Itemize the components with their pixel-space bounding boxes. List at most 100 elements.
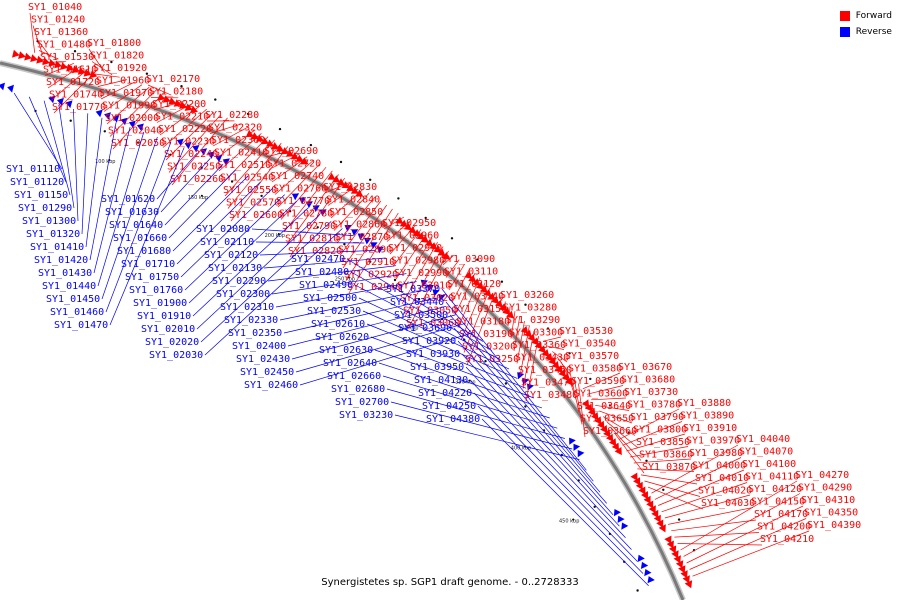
forward-leader-line	[591, 397, 627, 401]
reverse-gene-arrow	[104, 112, 111, 120]
reverse-leader-line	[176, 181, 261, 265]
forward-leader-line	[277, 163, 321, 208]
reverse-leader-line	[362, 310, 518, 379]
reverse-gene-arrow	[222, 158, 230, 166]
forward-leader-line	[560, 361, 574, 388]
reverse-leader-line	[13, 92, 63, 170]
forward-gene-label: SY1_04100	[742, 459, 796, 470]
forward-leader-line	[556, 356, 571, 375]
reverse-gene-arrow	[613, 509, 621, 517]
forward-leader-line	[595, 404, 630, 411]
forward-gene-arrow	[641, 491, 648, 500]
reverse-gene-arrow	[95, 109, 103, 118]
reverse-leader-line	[259, 250, 376, 256]
forward-gene-arrow	[271, 142, 280, 150]
forward-leader-line	[392, 229, 422, 267]
forward-gene-label: SY1_02890	[338, 245, 392, 256]
forward-gene-arrow	[630, 472, 638, 481]
forward-gene-arrow	[433, 245, 442, 253]
reverse-gene-arrow	[647, 576, 655, 584]
feature-marker	[103, 130, 107, 133]
backbone-line	[0, 61, 685, 600]
forward-gene-label: SY1_02760	[273, 184, 327, 195]
forward-gene-label: SY1_02780	[279, 209, 333, 220]
scale-tick-label: 450 kbp	[559, 519, 579, 525]
forward-gene-label: SY1_01800	[87, 38, 141, 49]
reverse-leader-line	[394, 414, 580, 460]
forward-gene-label: SY1_04010	[695, 473, 749, 484]
forward-gene-label: SY1_01920	[93, 63, 147, 74]
forward-leader-line	[268, 152, 301, 170]
reverse-leader-line	[28, 96, 67, 183]
forward-gene-arrow	[54, 60, 62, 69]
reverse-leader-line	[192, 207, 309, 317]
forward-leader-line	[516, 320, 525, 364]
forward-gene-arrow	[24, 52, 32, 61]
forward-leader-line	[578, 383, 586, 438]
genome-backbone	[0, 60, 686, 600]
feature-marker	[546, 327, 550, 330]
forward-gene-arrow	[464, 271, 473, 279]
forward-leader-line	[692, 530, 810, 577]
forward-leader-line	[91, 61, 113, 76]
forward-gene-label: SY1_01040	[28, 2, 82, 13]
forward-gene-arrow	[48, 58, 56, 67]
forward-leader-line	[147, 84, 172, 96]
forward-gene-label: SY1_03590	[571, 376, 625, 387]
reverse-leader-line	[358, 297, 510, 370]
forward-gene-label: SY1_04030	[701, 498, 755, 509]
forward-leader-line	[654, 457, 742, 500]
forward-gene-arrow	[666, 540, 674, 549]
forward-gene-label: SY1_02570	[226, 198, 280, 209]
forward-leader-line	[398, 237, 433, 292]
reverse-gene-label: SY1_03950	[410, 362, 464, 373]
forward-gene-arrow	[608, 438, 617, 447]
forward-gene-arrow	[648, 505, 656, 514]
forward-leader-line	[513, 316, 521, 352]
forward-gene-label: SY1_03360	[512, 340, 566, 351]
scale-tick-label: 250 kbp	[335, 277, 355, 283]
reverse-gene-arrow	[192, 145, 200, 153]
forward-leader-line	[286, 174, 339, 245]
forward-gene-arrow	[495, 299, 503, 308]
forward-gene-label: SY1_01240	[31, 15, 85, 26]
forward-gene-label: SY1_02970	[388, 243, 442, 254]
forward-gene-label: SY1_02200	[152, 99, 206, 110]
forward-gene-label: SY1_02040	[108, 126, 162, 137]
forward-gene-label: SY1_03110	[444, 267, 498, 278]
forward-gene-arrow	[635, 481, 643, 490]
forward-leader-line	[94, 73, 120, 78]
reverse-gene-label: SY1_02680	[331, 384, 385, 395]
forward-leader-line	[342, 204, 387, 269]
map-caption: Synergistetes sp. SGP1 draft genome. - 0…	[321, 577, 579, 588]
forward-gene-label: SY1_03600	[574, 389, 628, 400]
reverse-gene-arrow	[438, 294, 446, 302]
reverse-gene-label: SY1_02430	[236, 354, 290, 365]
forward-leader-line	[348, 212, 399, 294]
reverse-leader-line	[279, 289, 427, 321]
forward-gene-label: SY1_02920	[344, 270, 398, 281]
reverse-gene-label: SY1_02330	[224, 315, 278, 326]
reverse-gene-arrow	[370, 242, 378, 249]
forward-gene-arrow	[506, 310, 514, 319]
forward-gene-label: SY1_04020	[698, 486, 752, 497]
forward-gene-label: SY1_04200	[757, 522, 811, 533]
forward-gene-label: SY1_03280	[503, 303, 557, 314]
forward-gene-arrow	[395, 216, 404, 224]
forward-leader-line	[618, 408, 680, 440]
forward-gene-label: SY1_02770	[276, 196, 330, 207]
reverse-leader-line	[73, 108, 79, 222]
forward-leader-line	[661, 482, 748, 513]
forward-gene-arrow	[300, 157, 309, 165]
legend-item-reverse: Reverse	[839, 24, 892, 40]
forward-gene-label: SY1_03540	[562, 339, 616, 350]
reverse-leader-line	[445, 301, 594, 482]
reverse-leader-line	[101, 136, 158, 300]
feature-marker	[623, 560, 626, 563]
reverse-leader-line	[374, 349, 543, 409]
reverse-leader-line	[196, 214, 321, 330]
forward-gene-arrow	[168, 97, 177, 105]
feature-marker	[369, 260, 372, 263]
reverse-leader-line	[457, 340, 614, 516]
